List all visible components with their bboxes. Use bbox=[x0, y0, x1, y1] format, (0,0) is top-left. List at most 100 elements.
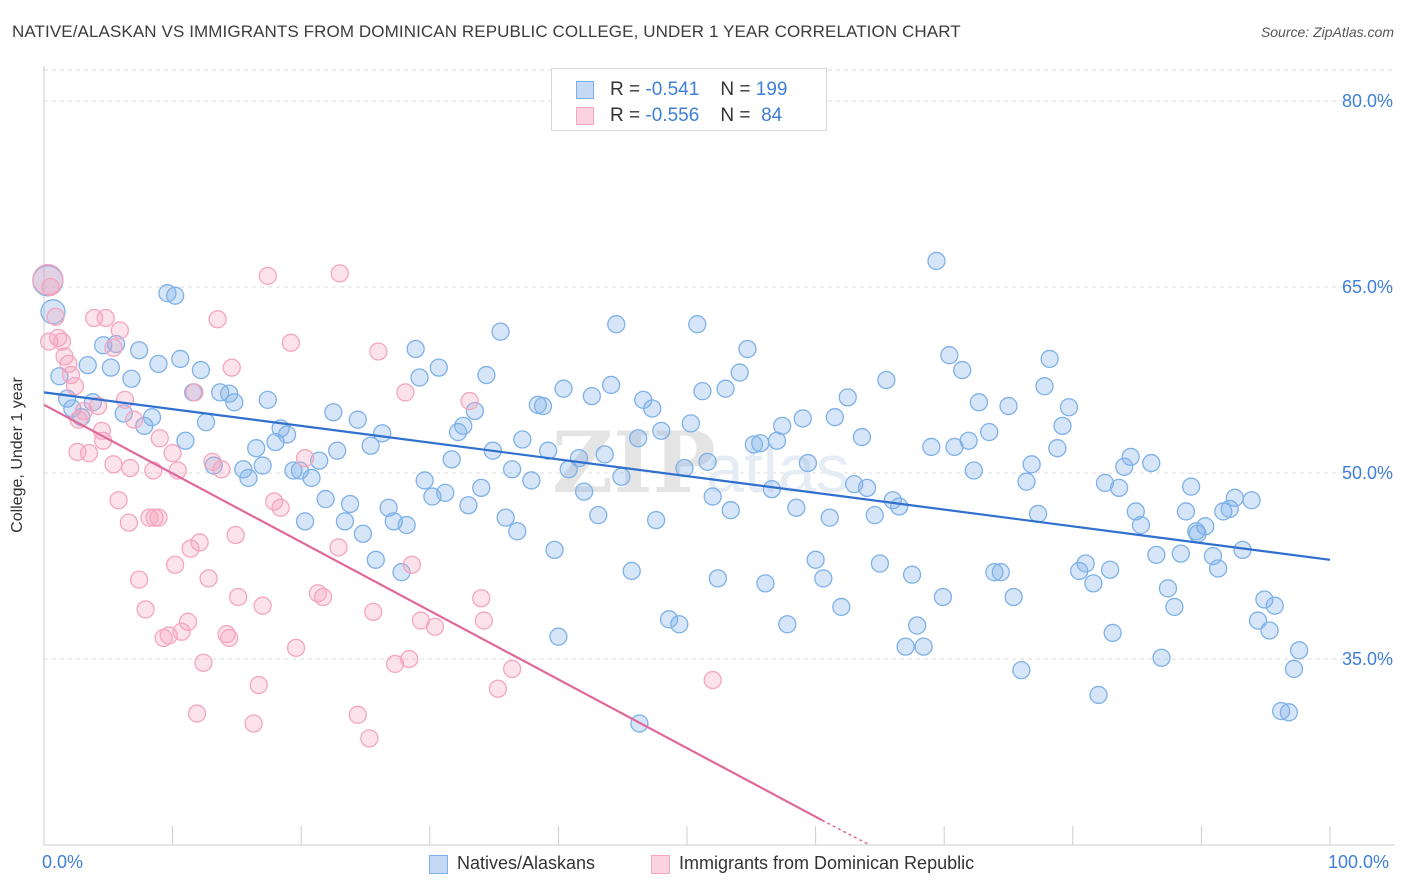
natives-point bbox=[379, 498, 398, 517]
natives-point bbox=[366, 550, 385, 569]
natives-point bbox=[703, 487, 722, 506]
chart-title: NATIVE/ALASKAN VS IMMIGRANTS FROM DOMINI… bbox=[12, 22, 961, 41]
x-tick-label-max: 100.0% bbox=[1328, 852, 1390, 872]
natives-point bbox=[496, 508, 515, 527]
natives-point bbox=[1089, 685, 1108, 705]
natives-point bbox=[545, 540, 564, 560]
immigrants-point bbox=[460, 391, 479, 411]
immigrants-point bbox=[222, 358, 241, 377]
natives-point bbox=[1022, 455, 1041, 474]
natives-point bbox=[302, 468, 321, 488]
immigrants-trend-line bbox=[43, 403, 823, 822]
immigrants-point bbox=[172, 622, 191, 641]
natives-point bbox=[1012, 661, 1031, 680]
immigrants-legend-swatch bbox=[651, 855, 670, 874]
natives-point bbox=[582, 386, 601, 406]
natives-point bbox=[78, 355, 97, 375]
natives-point bbox=[1004, 587, 1023, 607]
immigrants-point bbox=[190, 533, 209, 552]
natives-point bbox=[1084, 574, 1103, 593]
immigrants-points bbox=[32, 263, 722, 748]
immigrants-point bbox=[79, 444, 99, 463]
natives-point bbox=[870, 554, 890, 573]
immigrants-swatch bbox=[576, 107, 594, 125]
natives-point bbox=[1255, 590, 1274, 609]
natives-swatch bbox=[576, 81, 594, 99]
natives-point bbox=[730, 363, 749, 382]
natives-point bbox=[348, 410, 367, 429]
immigrants-point bbox=[104, 338, 123, 357]
natives-point bbox=[149, 354, 168, 374]
natives-point bbox=[247, 439, 266, 458]
natives-point bbox=[1265, 596, 1284, 615]
immigrants-point bbox=[348, 705, 367, 724]
immigrants-point bbox=[249, 675, 268, 695]
r-label: R = bbox=[610, 79, 641, 100]
natives-point bbox=[652, 421, 671, 440]
natives-point bbox=[787, 498, 806, 517]
immigrants-point bbox=[402, 555, 421, 574]
immigrants-point bbox=[59, 354, 78, 374]
immigrants-point bbox=[166, 555, 185, 574]
natives-point bbox=[508, 522, 527, 541]
natives-point bbox=[762, 479, 782, 499]
natives-point bbox=[716, 379, 735, 398]
natives-point bbox=[522, 471, 541, 490]
natives-point bbox=[166, 286, 185, 305]
natives-point bbox=[1225, 488, 1244, 507]
natives-point bbox=[253, 456, 272, 475]
immigrants-point bbox=[119, 513, 139, 532]
natives-point bbox=[607, 315, 626, 334]
natives-point bbox=[896, 637, 915, 656]
y-tick-label: 50.0% bbox=[1342, 463, 1393, 483]
immigrants-point bbox=[178, 612, 198, 631]
stats-legend: R = -0.541 N = 199 R = -0.556 N = 84 bbox=[551, 68, 827, 131]
immigrants-point bbox=[258, 266, 277, 285]
immigrants-point bbox=[271, 498, 290, 517]
natives-point bbox=[436, 483, 455, 502]
natives-point bbox=[122, 369, 141, 388]
natives-point bbox=[1126, 502, 1145, 521]
natives-point bbox=[959, 431, 978, 450]
r-label: R = bbox=[610, 105, 641, 126]
natives-point bbox=[601, 375, 621, 395]
immigrants-point bbox=[229, 587, 248, 607]
immigrants-point bbox=[295, 448, 315, 468]
natives-point bbox=[225, 393, 244, 412]
natives-point bbox=[688, 315, 707, 334]
natives-point bbox=[612, 467, 631, 486]
natives-point bbox=[798, 453, 818, 473]
natives-point bbox=[902, 565, 922, 584]
natives-point bbox=[820, 508, 839, 527]
natives-point bbox=[328, 441, 347, 460]
natives-point bbox=[1070, 561, 1089, 581]
natives-point bbox=[595, 445, 614, 464]
natives-point bbox=[1284, 659, 1304, 679]
natives-point bbox=[549, 627, 568, 646]
immigrants-point bbox=[39, 332, 59, 351]
natives-point bbox=[933, 587, 953, 607]
natives-point bbox=[1115, 457, 1134, 476]
natives-point bbox=[1220, 499, 1239, 519]
immigrants-point bbox=[286, 638, 306, 657]
natives-point bbox=[1152, 648, 1171, 667]
immigrants-point bbox=[104, 455, 123, 474]
natives-point bbox=[277, 425, 297, 444]
natives-legend-swatch bbox=[429, 855, 448, 874]
immigrants-point bbox=[110, 321, 130, 340]
immigrants-point bbox=[144, 461, 163, 480]
natives-point bbox=[465, 401, 484, 421]
immigrants-point bbox=[136, 600, 155, 619]
natives-point bbox=[890, 497, 909, 516]
y-axis-label: College, Under 1 year bbox=[9, 377, 26, 533]
natives-point bbox=[721, 501, 740, 520]
natives-point bbox=[1208, 559, 1228, 578]
natives-point bbox=[410, 368, 429, 387]
immigrants-point bbox=[488, 679, 508, 698]
y-tick-label: 65.0% bbox=[1342, 277, 1393, 297]
immigrants-point bbox=[149, 508, 168, 527]
immigrants-point bbox=[281, 333, 301, 352]
natives-point bbox=[991, 563, 1010, 582]
immigrants-point bbox=[124, 410, 144, 429]
natives-point bbox=[491, 322, 510, 341]
